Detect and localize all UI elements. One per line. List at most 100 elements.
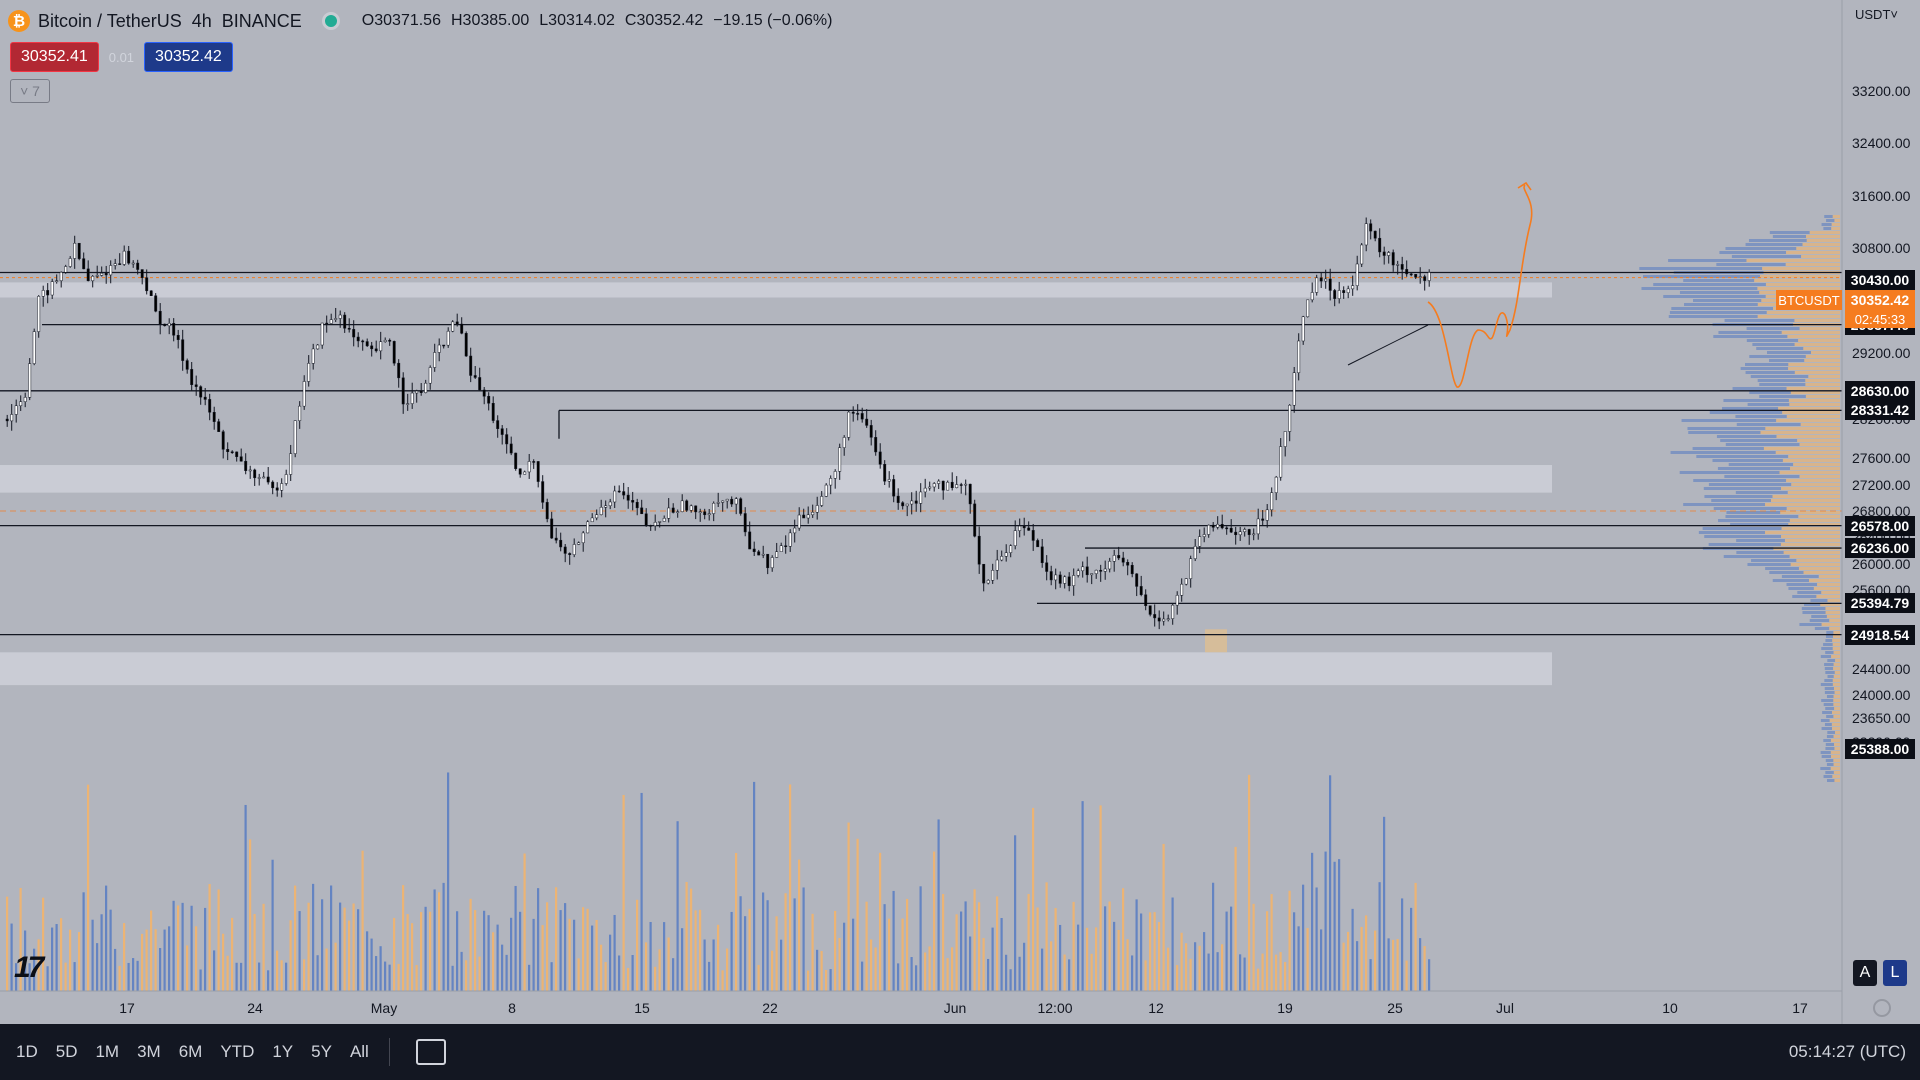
volume-profile-bar [1833, 663, 1840, 666]
candle-body [536, 461, 540, 482]
volume-profile-bar [1820, 655, 1832, 658]
timeframe-5d[interactable]: 5D [55, 1042, 78, 1061]
volume-bar [28, 963, 31, 991]
timeframe-6m[interactable]: 6M [178, 1042, 203, 1061]
timeframe-all[interactable]: All [349, 1042, 369, 1061]
candle-body [950, 481, 954, 488]
volume-profile-bar [1736, 423, 1801, 426]
candle-body [1166, 618, 1170, 620]
volume-bar [1284, 962, 1287, 991]
candle-body [50, 281, 54, 296]
candle-body [676, 511, 680, 513]
timeframe-1m[interactable]: 1M [95, 1042, 120, 1061]
volume-bar [411, 923, 414, 991]
volume-profile-bar [1794, 371, 1840, 374]
candle-body [185, 360, 189, 370]
volume-profile-bar [1826, 615, 1840, 618]
candle-body [298, 405, 302, 421]
volume-profile-bar [1825, 707, 1835, 710]
candle-body [1310, 292, 1314, 301]
currency-selector[interactable]: USDT˅ [1855, 7, 1898, 22]
volume-bar [1036, 907, 1039, 991]
candle-body [1063, 576, 1067, 584]
volume-profile-bar [1825, 771, 1834, 774]
candle-body [194, 384, 198, 387]
candle-body [401, 377, 405, 405]
volume-profile-bar [1796, 247, 1840, 250]
volume-profile-bar [1746, 259, 1840, 262]
volume-bar [973, 889, 976, 991]
volume-bar [915, 965, 918, 991]
volume-profile-bar [1809, 231, 1840, 234]
candle-body [1400, 264, 1404, 270]
volume-profile-bar [1821, 591, 1840, 594]
candle-body [1324, 278, 1328, 282]
candle-body [55, 280, 59, 282]
interval-label[interactable]: 4h [191, 10, 212, 31]
level-price-tag: 24918.54 [1845, 624, 1915, 645]
volume-profile-bar [1757, 287, 1840, 290]
volume-bar [834, 910, 837, 991]
volume-bar [1225, 911, 1228, 991]
volume-profile-bar [1824, 687, 1834, 690]
volume-bar [69, 929, 72, 991]
volume-profile-bar [1788, 363, 1840, 366]
candle-body [460, 323, 464, 334]
timeframe-5y[interactable]: 5Y [311, 1042, 332, 1061]
timeframe-1d[interactable]: 1D [16, 1042, 38, 1061]
volume-profile-bar [1821, 699, 1834, 702]
volume-bar [73, 962, 76, 991]
auto-scale-button[interactable]: A [1853, 960, 1877, 986]
buy-button[interactable]: 30352.42 [144, 42, 233, 72]
candle-body [19, 401, 23, 407]
volume-bar [964, 901, 967, 991]
candle-body [1301, 316, 1305, 342]
candle-body [1193, 546, 1197, 559]
volume-profile-bar [1834, 743, 1840, 746]
volume-profile-bar [1833, 651, 1840, 654]
candle-body [541, 481, 545, 503]
volume-profile-bar [1788, 367, 1840, 370]
volume-bar [442, 882, 445, 991]
volume-bar [528, 964, 531, 991]
indicators-toggle-button[interactable]: ˅ 7 [10, 79, 50, 103]
symbol-header[interactable]: ₿ Bitcoin / TetherUS 4h BINANCE O30371.5… [8, 6, 842, 36]
market-status-icon[interactable] [321, 12, 340, 30]
volume-bar [546, 902, 549, 991]
candle-body [289, 453, 293, 475]
candle-body [748, 531, 752, 550]
volume-bar [1041, 948, 1044, 991]
volume-profile-bar [1757, 379, 1806, 382]
chart-area[interactable] [0, 0, 1920, 1024]
timeframe-ytd[interactable]: YTD [220, 1042, 255, 1061]
sell-button[interactable]: 30352.41 [10, 42, 99, 72]
ohlc-low: L30314.02 [539, 12, 615, 29]
volume-bar [1018, 956, 1021, 991]
volume-profile-bar [1831, 223, 1840, 226]
chart-settings-gear-icon[interactable] [1873, 999, 1891, 1017]
candle-body [478, 377, 482, 391]
calendar-goto-icon[interactable] [415, 1039, 446, 1065]
utc-clock[interactable]: 05:14:27 (UTC) [1788, 1042, 1906, 1061]
symbol-name[interactable]: Bitcoin / TetherUS [38, 10, 182, 31]
volume-bar [15, 963, 18, 991]
candle-body [154, 295, 158, 312]
log-scale-button[interactable]: L [1883, 960, 1907, 986]
candle-body [487, 396, 491, 404]
candle-body [136, 262, 140, 270]
candle-body [523, 471, 527, 475]
volume-bar [105, 885, 108, 991]
volume-profile-bar [1833, 715, 1840, 718]
volume-bar [64, 962, 67, 991]
volume-profile-bar [1804, 603, 1821, 606]
candle-body [91, 276, 95, 282]
volume-profile-bar [1670, 451, 1776, 454]
tradingview-logo[interactable]: 17 [14, 951, 44, 984]
candle-body [833, 471, 837, 479]
candle-body [343, 314, 347, 329]
timeframe-3m[interactable]: 3M [137, 1042, 161, 1061]
timeframe-1y[interactable]: 1Y [272, 1042, 294, 1061]
volume-profile-bar [1681, 419, 1777, 422]
volume-profile-bar [1832, 643, 1840, 646]
candle-body [1090, 573, 1094, 576]
